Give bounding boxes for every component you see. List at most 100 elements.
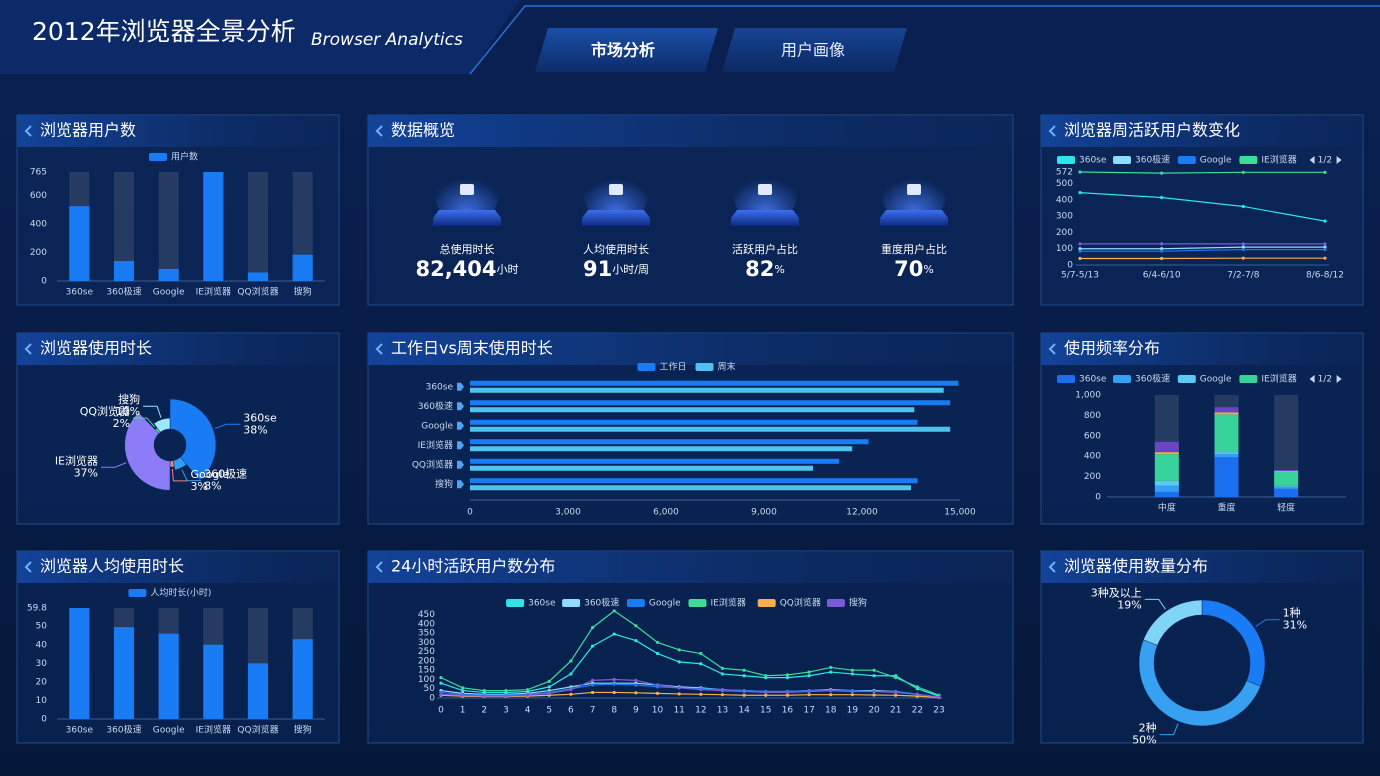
stat-label: 活跃用户占比 <box>732 242 798 256</box>
panel-header <box>368 333 1013 365</box>
nav-tab[interactable] <box>722 28 907 72</box>
point <box>1323 170 1327 174</box>
point <box>1323 247 1327 252</box>
bar <box>1154 485 1179 492</box>
x-tick-label: 6/4-6/10 <box>1143 271 1181 281</box>
point <box>1078 249 1082 253</box>
point <box>829 665 833 670</box>
x-tick-label: 13 <box>717 706 728 716</box>
point <box>894 676 898 680</box>
y-tick-label: 50 <box>36 622 48 632</box>
panel-header <box>368 115 1013 147</box>
panels: 数据概览总使用时长82,404小时人均使用时长91小时/周活跃用户占比82%重度… <box>16 114 1364 747</box>
point <box>829 693 833 697</box>
x-tick-label: 0 <box>467 508 473 518</box>
point <box>590 683 595 687</box>
point <box>569 659 573 663</box>
point <box>764 690 768 695</box>
bar <box>203 172 224 281</box>
bar <box>1154 452 1179 455</box>
point <box>937 695 941 699</box>
point <box>655 691 660 695</box>
point <box>655 640 660 645</box>
legend-swatch <box>688 599 707 607</box>
panel-icon <box>24 561 32 573</box>
x-tick-label: 10 <box>652 706 664 716</box>
x-tick-label: 7 <box>590 706 596 716</box>
point <box>872 689 876 694</box>
stat: 82% <box>745 257 785 281</box>
bar <box>247 663 269 719</box>
point <box>850 672 854 676</box>
point <box>742 693 746 697</box>
icon-pedestal <box>731 210 799 226</box>
x-tick-label: 18 <box>825 706 837 716</box>
slice-value: 50% <box>1132 734 1156 747</box>
point <box>569 688 573 692</box>
point <box>439 676 443 680</box>
legend-swatch <box>826 599 845 607</box>
point <box>1160 249 1164 253</box>
panel-title: 使用频率分布 <box>1064 339 1160 358</box>
legend-label: IE浏览器 <box>711 597 746 609</box>
point <box>720 666 725 670</box>
legend-label: 360极速 <box>1135 154 1170 166</box>
bar <box>69 608 90 719</box>
x-tick-label: 9 <box>633 706 639 716</box>
legend-swatch <box>1057 375 1075 383</box>
point <box>590 644 595 648</box>
y-tick-label: 200 <box>1056 228 1073 238</box>
y-tick-label: 搜狗 <box>435 478 453 490</box>
panel-header <box>17 551 339 583</box>
legend-label: 搜狗 <box>849 597 867 609</box>
stat-unit: % <box>923 263 933 276</box>
y-tick-label: 600 <box>30 191 47 201</box>
slice-label: IE浏览器 <box>55 453 98 467</box>
bar <box>470 446 853 452</box>
leader-line <box>214 423 241 429</box>
bar <box>1214 457 1239 497</box>
nav-label[interactable]: 用户画像 <box>781 41 845 60</box>
x-tick-label: 16 <box>782 706 794 716</box>
point <box>720 693 725 697</box>
stat-label: 重度用户占比 <box>881 242 947 256</box>
x-tick-label: 360极速 <box>106 724 141 736</box>
series-line <box>1080 246 1325 250</box>
x-tick-label: 7/2-7/8 <box>1227 271 1259 281</box>
x-tick-label: 11 <box>673 706 684 716</box>
legend-swatch <box>149 153 167 161</box>
y-tick-label: 600 <box>1084 431 1101 441</box>
nav-label[interactable]: 市场分析 <box>591 41 655 60</box>
bar <box>1214 407 1239 413</box>
point <box>764 693 768 697</box>
point <box>547 685 551 689</box>
point <box>1078 247 1082 251</box>
x-tick-label: 15,000 <box>944 508 976 518</box>
panel-title: 浏览器周活跃用户数变化 <box>1064 121 1240 140</box>
point <box>655 651 660 656</box>
icon <box>758 184 772 195</box>
slice <box>1143 599 1203 646</box>
point <box>1078 242 1082 246</box>
y-tick-label: 400 <box>1056 195 1073 205</box>
point <box>850 693 854 697</box>
legend-swatch <box>695 363 714 371</box>
x-tick-label: QQ浏览器 <box>237 286 278 298</box>
panel-header <box>17 115 339 147</box>
point <box>677 686 681 690</box>
bar <box>1154 480 1179 486</box>
slice-value: 37% <box>74 466 98 479</box>
bar <box>158 633 179 719</box>
point <box>526 693 530 697</box>
bar <box>470 465 813 471</box>
point <box>785 693 790 697</box>
panel-header <box>1041 551 1363 583</box>
point <box>807 693 811 697</box>
leader-line <box>1255 619 1280 627</box>
y-tick-label: 800 <box>1084 411 1101 421</box>
point <box>742 689 746 694</box>
point <box>590 690 595 695</box>
x-tick-label: 2 <box>481 706 487 716</box>
nav-tab[interactable] <box>535 28 718 72</box>
legend-swatch <box>757 599 776 607</box>
